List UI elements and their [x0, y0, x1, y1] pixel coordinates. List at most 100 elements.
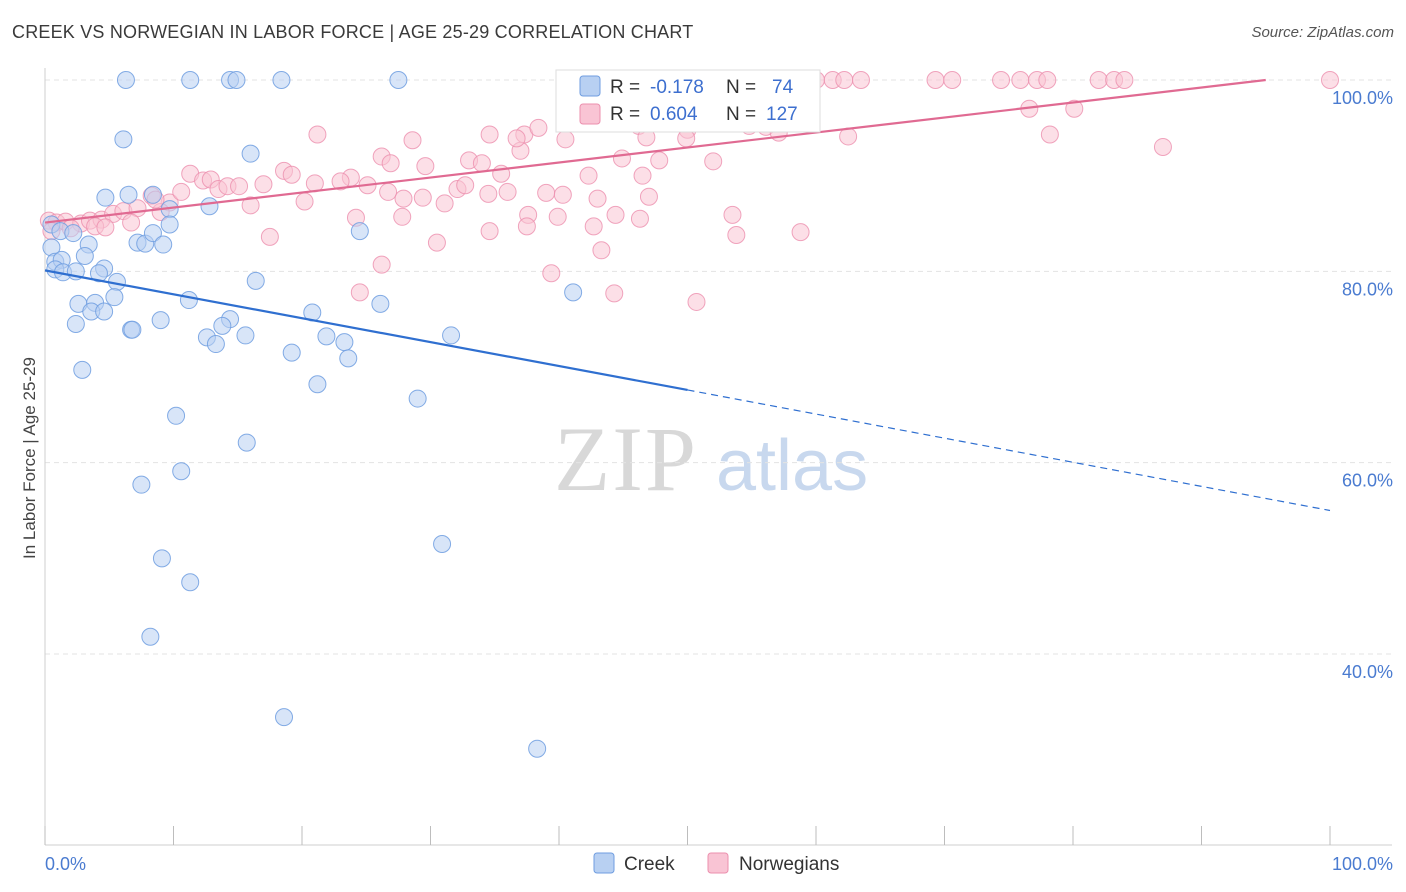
bottom-legend-norw-label: Norwegians — [739, 854, 839, 875]
norwegians-point — [230, 177, 249, 196]
y-tick-labels: 40.0% 60.0% 80.0% 100.0% — [1332, 88, 1393, 682]
norwegians-point — [517, 217, 536, 236]
creek-point — [167, 406, 186, 425]
norwegians-point — [605, 284, 624, 303]
x-tick-labels: 0.0% 100.0% — [45, 854, 1393, 874]
norwegians-point — [350, 283, 369, 302]
norwegians-point — [943, 71, 962, 89]
norwegians-point — [403, 131, 422, 150]
creek-point — [75, 247, 94, 266]
norwegians-point — [308, 125, 327, 144]
norwegians-point — [413, 188, 432, 207]
creek-point — [143, 185, 162, 204]
norwegians-point — [507, 129, 526, 148]
x-tick-label: 0.0% — [45, 854, 86, 874]
creek-point — [408, 389, 427, 408]
creek-point — [179, 291, 198, 310]
creek-point — [371, 294, 390, 313]
creek-point — [389, 71, 408, 89]
creek-point — [141, 627, 160, 646]
norwegians-point — [379, 182, 398, 201]
creek-point — [66, 314, 85, 333]
creek-point — [181, 71, 200, 89]
creek-point — [151, 311, 170, 330]
creek-point — [119, 185, 138, 204]
norwegians-point — [606, 205, 625, 224]
creek-point — [154, 235, 173, 254]
norwegians-point — [1038, 71, 1057, 89]
norwegians-point — [592, 241, 611, 260]
creek-point — [152, 549, 171, 568]
norwegians-point — [282, 165, 301, 184]
chart-title: CREEK VS NORWEGIAN IN LABOR FORCE | AGE … — [12, 22, 694, 42]
trend-lines — [44, 78, 1331, 512]
creek-point — [564, 283, 583, 302]
creek-point — [213, 316, 232, 335]
creek-point — [246, 271, 265, 290]
norwegians-point — [381, 154, 400, 173]
norwegians-point — [172, 182, 191, 201]
creek-point — [317, 327, 336, 346]
norwegians-point — [612, 149, 631, 168]
creek-point — [64, 224, 83, 243]
creek-point — [96, 188, 115, 207]
creek-point — [114, 130, 133, 149]
bottom-legend-creek-swatch — [593, 852, 615, 874]
legend-creek-r-label: R = — [610, 77, 640, 98]
creek-point — [116, 71, 135, 89]
creek-point — [200, 197, 219, 216]
norwegians-point — [1065, 99, 1084, 118]
creek-point — [73, 360, 92, 379]
legend-norw-swatch — [579, 103, 601, 125]
legend-norw-n-label: N = — [726, 104, 756, 125]
norwegians-point — [556, 130, 575, 149]
norwegians-point — [704, 152, 723, 171]
creek-point — [181, 573, 200, 592]
legend-creek-n-label: N = — [726, 77, 756, 98]
norwegians-point — [542, 264, 561, 283]
y-tick-label: 40.0% — [1342, 662, 1393, 682]
watermark: ZIP atlas — [554, 408, 868, 510]
norwegians-point — [393, 207, 412, 226]
norwegians-point — [650, 151, 669, 170]
creek-point — [335, 333, 354, 352]
norwegians-point — [1321, 71, 1339, 89]
y-axis-label: In Labor Force | Age 25-29 — [20, 357, 39, 559]
norwegians-point — [295, 192, 314, 211]
norwegians-point — [537, 183, 556, 202]
norwegians-point — [851, 71, 870, 89]
norwegians-point — [1040, 125, 1059, 144]
creek-point — [339, 349, 358, 368]
creek-point — [206, 335, 225, 354]
series-legend: Creek Norwegians — [593, 852, 839, 875]
creek-point — [172, 462, 191, 481]
creek-point — [105, 288, 124, 307]
norwegians-point — [727, 225, 746, 244]
bottom-legend-norw-swatch — [707, 852, 729, 874]
creek-point — [350, 222, 369, 241]
norwegians-point — [687, 292, 706, 311]
axes — [44, 68, 1392, 846]
norwegians-point — [548, 207, 567, 226]
norwegians-point — [588, 189, 607, 208]
norwegians-point — [122, 213, 141, 232]
norwegians-point — [427, 233, 446, 252]
bottom-legend-creek-label: Creek — [624, 854, 675, 875]
norwegians-point — [1089, 71, 1108, 89]
creek-point — [275, 708, 294, 727]
norwegians-point — [416, 157, 435, 176]
creek-point — [95, 302, 114, 321]
norwegians-point — [254, 175, 273, 194]
legend-creek-swatch — [579, 75, 601, 97]
creek-point — [433, 534, 452, 553]
legend-norw-n-value: 127 — [766, 104, 798, 125]
creek-point — [123, 320, 142, 339]
y-tick-label: 100.0% — [1332, 88, 1393, 108]
norwegians-point — [498, 182, 517, 201]
creek-point — [241, 144, 260, 163]
norwegians-trend-line — [44, 78, 1266, 224]
creek-point — [528, 739, 547, 758]
norwegians-point — [723, 205, 742, 224]
norwegians-point — [1115, 71, 1134, 89]
